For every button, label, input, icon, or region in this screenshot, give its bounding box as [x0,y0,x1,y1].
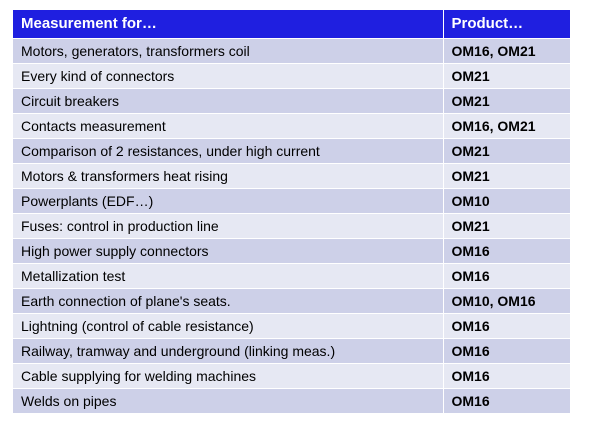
measurement-product-table: Measurement for… Product… Motors, genera… [13,10,570,414]
table-row: Welds on pipes OM16 [13,388,570,414]
measurement-cell: Lightning (control of cable resistance) [13,313,444,339]
measurement-cell: Powerplants (EDF…) [13,188,444,214]
measurement-cell: Earth connection of plane's seats. [13,288,444,314]
product-cell: OM21 [443,213,570,239]
table-row: Earth connection of plane's seats. OM10,… [13,288,570,314]
measurement-cell: Comparison of 2 resistances, under high … [13,138,444,164]
measurement-cell: Contacts measurement [13,113,444,139]
table-row: Circuit breakers OM21 [13,88,570,114]
product-cell: OM10 [443,188,570,214]
header-product: Product… [443,10,570,39]
table-header-row: Measurement for… Product… [13,10,570,39]
table-row: Powerplants (EDF…) OM10 [13,188,570,214]
table-row: Motors & transformers heat rising OM21 [13,163,570,189]
measurement-cell: Every kind of connectors [13,63,444,89]
measurement-cell: Metallization test [13,263,444,289]
product-cell: OM16 [443,238,570,264]
table-row: Fuses: control in production line OM21 [13,213,570,239]
table-row: Motors, generators, transformers coil OM… [13,38,570,64]
product-cell: OM21 [443,163,570,189]
measurement-cell: Circuit breakers [13,88,444,114]
measurement-cell: Welds on pipes [13,388,444,414]
measurement-cell: Cable supplying for welding machines [13,363,444,389]
measurement-cell: High power supply connectors [13,238,444,264]
product-cell: OM21 [443,138,570,164]
product-cell: OM16 [443,263,570,289]
product-cell: OM10, OM16 [443,288,570,314]
table-row: Cable supplying for welding machines OM1… [13,363,570,389]
measurement-cell: Fuses: control in production line [13,213,444,239]
product-cell: OM16 [443,363,570,389]
product-cell: OM21 [443,63,570,89]
header-measurement: Measurement for… [13,10,444,39]
table-row: Metallization test OM16 [13,263,570,289]
table-row: High power supply connectors OM16 [13,238,570,264]
table-row: Comparison of 2 resistances, under high … [13,138,570,164]
product-cell: OM21 [443,88,570,114]
product-cell: OM16, OM21 [443,38,570,64]
product-cell: OM16, OM21 [443,113,570,139]
product-cell: OM16 [443,338,570,364]
table-row: Every kind of connectors OM21 [13,63,570,89]
product-cell: OM16 [443,388,570,414]
product-cell: OM16 [443,313,570,339]
table-row: Railway, tramway and underground (linkin… [13,338,570,364]
table-row: Lightning (control of cable resistance) … [13,313,570,339]
measurement-cell: Railway, tramway and underground (linkin… [13,338,444,364]
measurement-cell: Motors, generators, transformers coil [13,38,444,64]
measurement-cell: Motors & transformers heat rising [13,163,444,189]
table-row: Contacts measurement OM16, OM21 [13,113,570,139]
